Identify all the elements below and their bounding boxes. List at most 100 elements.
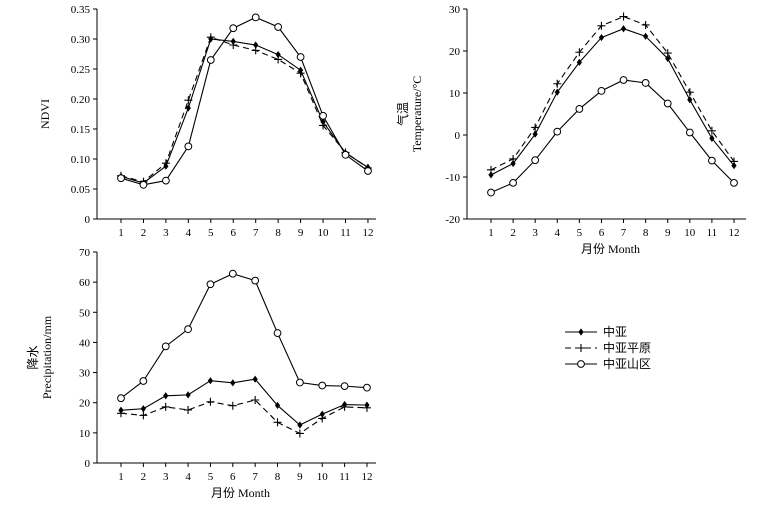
x-tick-label: 9 (298, 227, 304, 239)
y-tick-label: 30 (79, 368, 91, 380)
data-point (273, 329, 282, 337)
x-tick-label: 4 (555, 227, 561, 239)
data-point (161, 402, 170, 411)
data-point (185, 104, 191, 112)
y-axis-title: NDVI (38, 99, 52, 129)
series-3 (117, 13, 372, 189)
data-point (275, 51, 281, 59)
data-point (487, 188, 495, 197)
data-point (729, 157, 738, 166)
data-point (139, 377, 148, 385)
data-point (663, 49, 672, 58)
data-point (161, 342, 170, 351)
data-point (709, 134, 715, 142)
data-point (319, 410, 325, 418)
data-point (487, 165, 495, 174)
data-point (253, 41, 259, 49)
series-line (120, 38, 369, 184)
series-1 (118, 375, 370, 429)
data-point (274, 401, 281, 410)
y-tick-label: 0 (85, 458, 91, 470)
x-tick-label: 9 (297, 471, 303, 483)
x-tick-label: 8 (275, 471, 281, 483)
x-tick-label: 12 (728, 227, 739, 239)
data-point (117, 394, 125, 403)
data-point (295, 429, 304, 438)
x-tick-label: 3 (163, 227, 169, 239)
data-point (274, 55, 283, 64)
y-tick-label: 0.35 (71, 4, 91, 16)
data-point (663, 99, 672, 108)
data-point (251, 46, 260, 55)
x-tick-label: 1 (118, 471, 124, 483)
data-point (319, 111, 327, 120)
y-tick-label: 10 (79, 428, 91, 440)
data-point (162, 176, 170, 185)
data-point (229, 41, 238, 49)
x-tick-label: 6 (599, 227, 605, 239)
data-point (228, 269, 237, 278)
x-tick-label: 2 (510, 227, 516, 239)
data-point (206, 33, 215, 42)
x-tick-label: 1 (488, 227, 494, 239)
x-tick-label: 4 (185, 471, 191, 483)
data-point (575, 48, 584, 57)
series-line (490, 15, 735, 171)
data-point (207, 377, 214, 385)
x-tick-label: 11 (339, 471, 350, 483)
x-tick-label: 11 (340, 227, 351, 239)
legend-label: 中亚平原 (603, 340, 651, 355)
legend-label: 中亚 (603, 324, 627, 339)
data-point (117, 174, 125, 183)
series-1 (118, 35, 371, 187)
data-point (509, 178, 517, 187)
data-point (665, 54, 671, 63)
y-tick-label: 0.05 (71, 184, 91, 196)
data-point (296, 53, 305, 61)
data-point (362, 403, 371, 412)
series-line (120, 16, 369, 186)
x-tick-label: 1 (118, 227, 124, 239)
data-point (140, 405, 146, 413)
data-point (364, 167, 372, 175)
series-line (120, 36, 369, 183)
data-point (619, 12, 628, 21)
data-point (619, 76, 628, 84)
y-tick-label: 10 (449, 88, 461, 100)
data-point (206, 56, 215, 64)
x-tick-label: 6 (230, 471, 236, 483)
y-tick-label: 20 (449, 46, 461, 58)
x-tick-label: 3 (163, 471, 169, 483)
data-point (620, 25, 627, 33)
x-tick-label: 10 (318, 227, 330, 239)
data-point (184, 405, 193, 414)
legend-marker (578, 328, 584, 336)
data-point (531, 156, 540, 165)
data-point (687, 96, 693, 104)
y-tick-label: 50 (79, 307, 91, 319)
data-point (184, 96, 193, 105)
data-point (510, 159, 516, 168)
data-point (708, 156, 716, 165)
y-tick-label: 0 (85, 214, 91, 226)
y-axis-title-cn: 降水 (26, 345, 40, 369)
data-point (206, 280, 215, 289)
data-point (597, 87, 606, 95)
y-axis-title-cn: 气温 (395, 102, 410, 126)
data-point (229, 24, 238, 33)
x-tick-label: 2 (141, 227, 147, 239)
y-axis-title: Temperature/°C (410, 76, 424, 153)
data-point (296, 69, 305, 78)
x-tick-label: 4 (186, 227, 192, 239)
data-point (139, 180, 148, 189)
data-point (643, 32, 649, 40)
x-tick-label: 7 (253, 227, 259, 239)
data-point (273, 418, 282, 427)
x-tick-label: 10 (684, 227, 696, 239)
x-tick-label: 11 (707, 227, 718, 239)
y-tick-label: -10 (445, 172, 460, 184)
